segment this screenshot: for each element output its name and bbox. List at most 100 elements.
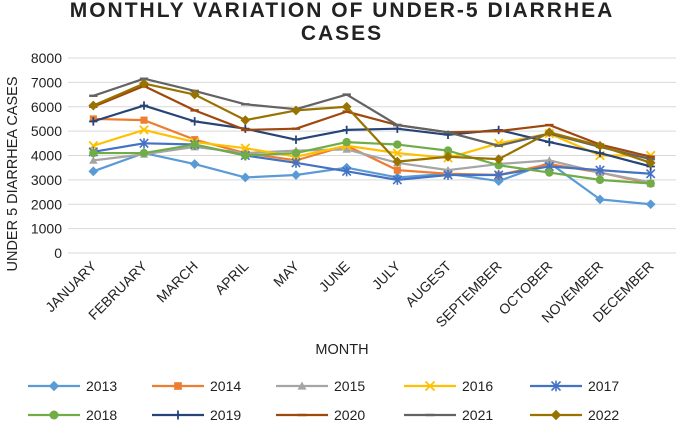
data-point-2019-february	[139, 101, 149, 110]
legend-entry-2013: 2013	[28, 378, 117, 394]
data-point-2013-september	[493, 176, 504, 187]
data-point-2022-january	[88, 100, 99, 111]
x-axis-title: MONTH	[315, 342, 368, 358]
series-line	[92, 82, 652, 164]
data-point-2016-february	[139, 125, 149, 135]
legend-entry-2016: 2016	[404, 378, 493, 394]
data-point-2016-july	[392, 148, 403, 158]
data-point-2017-september	[493, 169, 504, 181]
chart-title-line-2: CASES	[301, 22, 383, 45]
data-point-2019-may	[291, 135, 301, 144]
data-point-2022-november	[595, 140, 605, 151]
chart-title: MONTHLY VARIATION OF UNDER-5 DIARRHEA CA…	[70, 0, 613, 45]
x-tick-label: JULY	[369, 257, 404, 292]
data-point-2017-november	[595, 165, 605, 176]
legend-marker	[424, 380, 436, 392]
data-point-2018-september	[494, 161, 503, 170]
y-tick-label: 8000	[31, 50, 62, 66]
legend-label: 2014	[210, 378, 241, 394]
series-line	[93, 117, 651, 185]
data-point-2018-augest	[443, 146, 453, 155]
legend-marker	[173, 410, 183, 420]
data-point-2013-april	[240, 172, 251, 183]
data-point-2018-april	[241, 151, 250, 160]
data-point-2022-february	[139, 78, 149, 89]
legend-marker	[297, 381, 307, 390]
legend-label: 2020	[334, 407, 365, 423]
data-point-2013-march	[189, 159, 200, 169]
data-point-2018-december	[646, 179, 655, 188]
data-point-2013-january	[88, 166, 99, 177]
legend-entry-2019: 2019	[152, 407, 241, 423]
data-point-2017-february	[139, 138, 149, 149]
legend-marker	[48, 380, 60, 392]
legend-entry-2020: 2020	[276, 407, 365, 423]
series-layer	[88, 77, 656, 210]
data-point-2022-june	[341, 101, 352, 112]
y-tick-label: 7000	[31, 74, 62, 90]
legend-marker	[550, 380, 562, 392]
y-axis-title: UNDER 5 DIARRHEA CASES	[5, 77, 21, 272]
data-point-2022-october	[544, 127, 555, 138]
data-point-2019-june	[342, 125, 351, 135]
legend-label: 2013	[86, 378, 117, 394]
data-point-2014-july	[393, 166, 401, 174]
legend-entry-2017: 2017	[530, 378, 619, 394]
data-point-2018-june	[342, 137, 351, 147]
legend-label: 2016	[462, 378, 493, 394]
x-tick-label: MAY	[270, 257, 302, 289]
data-point-2022-september	[493, 154, 504, 165]
data-point-2015-october	[545, 156, 554, 164]
data-point-2013-november	[595, 194, 605, 205]
data-point-2022-december	[645, 157, 656, 168]
data-point-2019-january	[89, 117, 98, 126]
y-tick-label: 2000	[31, 196, 62, 212]
legend-label: 2021	[462, 407, 493, 423]
y-tick-label: 3000	[31, 172, 62, 188]
legend-entry-2014: 2014	[152, 378, 241, 394]
legend-label: 2022	[588, 407, 619, 423]
data-point-2018-march	[190, 140, 199, 149]
legend-entry-2018: 2018	[28, 407, 117, 423]
legend-label: 2019	[210, 407, 241, 423]
x-tick-label: APRIL	[212, 258, 252, 298]
legend-entry-2015: 2015	[276, 378, 365, 394]
series-2022	[88, 78, 656, 168]
data-point-2015-june	[342, 145, 351, 153]
series-line	[93, 140, 651, 185]
y-tick-label: 1000	[31, 221, 62, 237]
y-tick-label: 6000	[31, 99, 62, 115]
legend-entry-2021: 2021	[404, 407, 493, 423]
data-point-2013-may	[291, 170, 301, 180]
y-tick-label: 4000	[31, 148, 62, 164]
series-line	[92, 77, 651, 161]
x-tick-label: JUNE	[316, 258, 353, 295]
series-line	[92, 151, 651, 206]
data-point-2022-may	[291, 105, 301, 116]
legend-marker	[49, 410, 59, 420]
data-point-2014-february	[140, 116, 148, 124]
legend-marker	[174, 382, 182, 390]
series-line	[92, 84, 651, 158]
data-point-2018-january	[89, 148, 98, 158]
data-point-2018-october	[545, 168, 554, 177]
x-tick-label: MARCH	[153, 258, 201, 306]
data-point-2022-march	[189, 89, 200, 100]
data-point-2015-augest	[443, 165, 453, 174]
legend-label: 2017	[588, 378, 619, 394]
series-line	[93, 128, 651, 160]
data-point-2018-may	[291, 148, 301, 158]
data-point-2022-july	[392, 156, 403, 167]
x-tick-label: AUGEST	[402, 257, 454, 309]
data-point-2017-june	[341, 166, 352, 177]
series-line	[93, 145, 651, 184]
data-point-2022-augest	[443, 151, 453, 162]
legend-entry-2022: 2022	[530, 407, 619, 423]
data-point-2017-augest	[443, 169, 453, 181]
series-2018	[89, 137, 655, 188]
legend-label: 2018	[86, 407, 117, 423]
series-line	[93, 104, 651, 168]
y-tick-label: 0	[54, 245, 62, 261]
